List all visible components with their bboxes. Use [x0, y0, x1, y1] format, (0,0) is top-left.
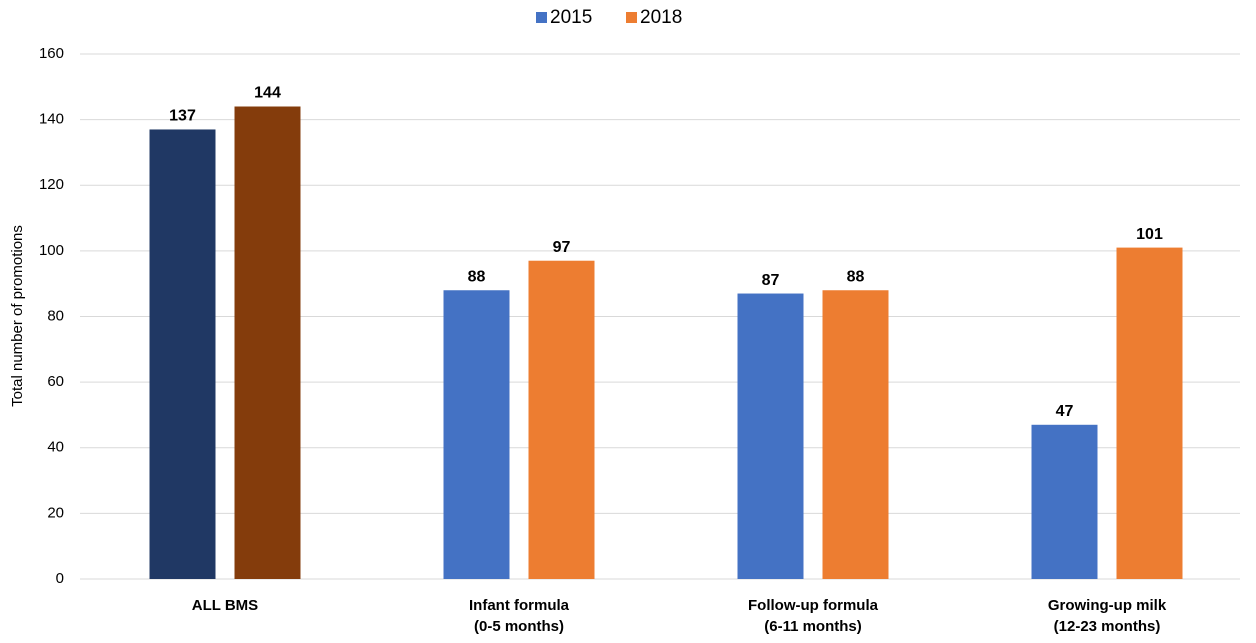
bar [822, 290, 889, 579]
y-tick-label: 160 [39, 45, 64, 62]
bar [149, 129, 216, 579]
legend-label: 2018 [640, 7, 682, 28]
x-tick-label: ALL BMS [192, 597, 258, 614]
y-tick-label: 80 [47, 307, 64, 324]
y-tick-label: 20 [47, 504, 64, 521]
value-label: 101 [1136, 226, 1163, 243]
y-tick-label: 100 [39, 242, 64, 259]
x-tick-label: (0-5 months) [474, 618, 564, 635]
legend-swatch [626, 12, 637, 23]
bar [1116, 247, 1183, 579]
value-label: 137 [169, 108, 196, 125]
bar [528, 260, 595, 579]
x-tick-label: Follow-up formula [748, 597, 879, 614]
y-tick-label: 140 [39, 111, 64, 128]
x-tick-label: (12-23 months) [1054, 618, 1161, 635]
value-label: 88 [847, 268, 865, 285]
value-label: 87 [762, 272, 780, 289]
bar [234, 106, 301, 579]
bar [443, 290, 510, 579]
y-tick-label: 60 [47, 373, 64, 390]
legend-swatch [536, 12, 547, 23]
value-label: 88 [468, 268, 486, 285]
x-tick-label: (6-11 months) [764, 618, 862, 635]
y-axis-title: Total number of promotions [9, 225, 26, 407]
x-tick-label: Infant formula [469, 597, 570, 614]
value-label: 97 [553, 239, 571, 256]
legend-label: 2015 [550, 7, 592, 28]
x-tick-label: Growing-up milk [1048, 597, 1167, 614]
y-tick-label: 40 [47, 439, 64, 456]
bar [1031, 424, 1098, 579]
y-tick-label: 120 [39, 176, 64, 193]
bar [737, 293, 804, 579]
value-label: 144 [254, 85, 281, 102]
value-label: 47 [1056, 403, 1074, 420]
y-tick-label: 0 [56, 570, 64, 587]
